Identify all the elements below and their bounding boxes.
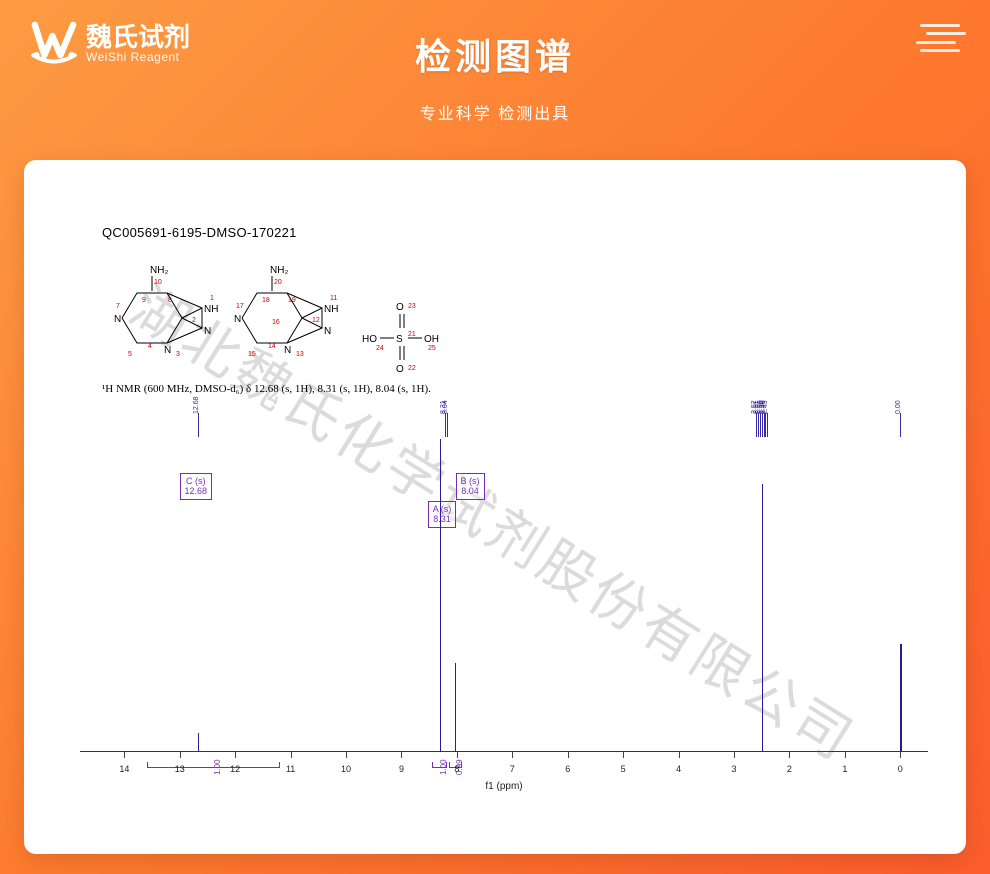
svg-text:S: S [396,334,403,345]
svg-text:NH₂: NH₂ [270,265,288,276]
card-inner: 湖北魏氏化学试剂股份有限公司 QC005691-6195-DMSO-170221… [52,188,938,826]
svg-text:25: 25 [428,345,436,352]
x-tick-label: 11 [286,764,295,774]
x-tick-label: 7 [510,764,515,774]
top-tick-label: 8.04 [442,400,449,414]
svg-text:21: 21 [408,331,416,338]
top-tick-label: 0.00 [895,400,902,414]
x-tick-label: 2 [787,764,792,774]
svg-text:N: N [114,314,121,325]
svg-text:O: O [396,302,404,313]
svg-text:17: 17 [236,303,244,310]
bars-icon [920,24,960,52]
svg-text:8: 8 [168,297,172,304]
svg-text:10: 10 [154,279,162,286]
svg-text:N: N [164,345,171,356]
peak-annotation: B (s)8.04 [456,473,485,500]
peak-annotation: A (s)8.31 [428,501,457,528]
structure-svg: NH₂ N N NH N 1098 123 574 [102,248,462,378]
svg-text:N: N [324,326,331,337]
logo-icon [30,20,78,68]
x-tick-label: 1 [842,764,847,774]
nmr-peak [900,644,902,752]
svg-text:22: 22 [408,365,416,372]
page-subtitle: 专业科学 检测出具 [420,100,570,124]
x-tick-label: 6 [565,764,570,774]
nmr-caption: ¹H NMR (600 MHz, DMSO-d₆) δ 12.68 (s, 1H… [102,383,431,395]
svg-text:24: 24 [376,345,384,352]
svg-text:HO: HO [362,334,377,345]
x-tick-label: 12 [230,764,240,774]
svg-text:5: 5 [128,351,132,358]
svg-text:2: 2 [192,317,196,324]
x-axis: 14131211109876543210 f1 (ppm) [80,752,928,774]
svg-text:N: N [234,314,241,325]
x-tick-label: 5 [621,764,626,774]
svg-text:15: 15 [248,351,256,358]
svg-text:4: 4 [148,343,152,350]
svg-text:1: 1 [210,295,214,302]
svg-text:OH: OH [424,334,439,345]
nmr-peak [455,663,457,752]
page-title: 检测图谱 [415,28,575,80]
peak-annotation: C (s)12.68 [180,473,213,500]
svg-text:12: 12 [312,317,320,324]
header: 魏氏试剂 WeiShi Reagent 检测图谱 专业科学 检测出具 [0,0,990,150]
top-tick-label: 2.49 [762,400,769,414]
svg-text:7: 7 [116,303,120,310]
x-tick-label: 14 [119,764,129,774]
svg-text:13: 13 [296,351,304,358]
svg-text:N: N [204,326,211,337]
sample-id: QC005691-6195-DMSO-170221 [102,225,297,240]
nmr-peak [198,733,200,752]
x-tick-label: 0 [898,764,903,774]
svg-text:16: 16 [272,319,280,326]
top-tick-label: 12.68 [193,396,200,414]
svg-text:3: 3 [176,351,180,358]
svg-text:14: 14 [268,343,276,350]
x-tick-label: 3 [731,764,736,774]
x-tick-label: 4 [676,764,681,774]
brand-cn: 魏氏试剂 [86,24,190,50]
nmr-peak [762,484,764,752]
brand-en: WeiShi Reagent [86,50,190,64]
x-tick-label: 13 [175,764,185,774]
svg-text:19: 19 [288,297,296,304]
svg-text:NH: NH [324,304,338,315]
logo-text: 魏氏试剂 WeiShi Reagent [86,24,190,64]
x-tick-label: 10 [341,764,351,774]
spectrum-card: 湖北魏氏化学试剂股份有限公司 QC005691-6195-DMSO-170221… [24,160,966,854]
svg-text:N: N [284,345,291,356]
svg-text:NH: NH [204,304,218,315]
nmr-peak [440,439,442,752]
chemical-structure: NH₂ N N NH N 1098 123 574 [102,248,462,378]
x-tick-label: 8 [454,764,459,774]
nmr-spectrum-plot: 12.688.318.042.522.512.512.502.502.492.4… [80,413,928,774]
svg-text:O: O [396,364,404,375]
svg-text:23: 23 [408,303,416,310]
page: 魏氏试剂 WeiShi Reagent 检测图谱 专业科学 检测出具 湖北魏氏化… [0,0,990,874]
svg-text:NH₂: NH₂ [150,265,168,276]
svg-text:9: 9 [142,297,146,304]
x-tick-label: 9 [399,764,404,774]
svg-text:11: 11 [330,295,337,302]
svg-text:18: 18 [262,297,270,304]
x-axis-label: f1 (ppm) [485,781,522,792]
svg-text:20: 20 [274,279,282,286]
